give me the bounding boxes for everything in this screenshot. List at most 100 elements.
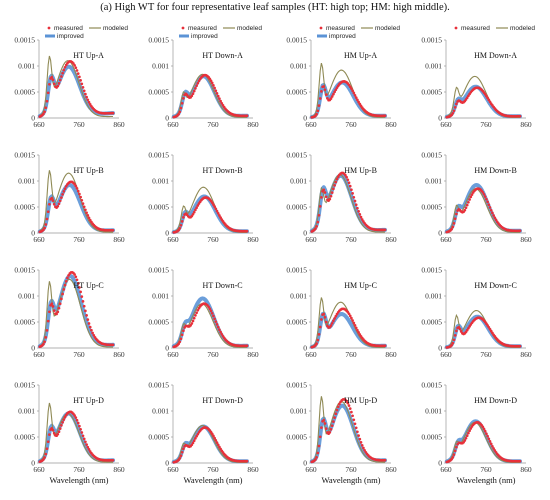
measured-point (62, 68, 66, 72)
measured-point (214, 438, 218, 442)
measured-point (62, 288, 66, 291)
measured-point (469, 427, 473, 430)
measured-point (86, 98, 90, 102)
y-tick-label: 0.0015 (14, 381, 35, 390)
measured-point (87, 448, 91, 451)
series-measured (310, 397, 387, 464)
measured-point (348, 314, 352, 318)
x-tick-label: 860 (520, 235, 532, 244)
measured-point (323, 315, 327, 319)
series-measured (445, 420, 522, 464)
measured-point (452, 222, 456, 225)
measured-point (56, 310, 60, 314)
y-tick-label: 0 (165, 459, 169, 468)
measured-point (317, 213, 321, 217)
chart-panel: 0 0.0005 0.001 0.0015 660 760 860 HM Down-A meas… (421, 25, 535, 129)
measured-point (351, 414, 354, 418)
panel-title: HM Up-C (344, 281, 377, 290)
measured-point (79, 427, 82, 431)
y-tick-label: 0.0005 (14, 203, 35, 212)
x-tick-label: 660 (167, 465, 179, 474)
x-tick-label: 860 (113, 350, 125, 359)
panel-title: HM Up-D (344, 396, 377, 405)
chart-panel: 0 0.0005 0.001 0.0015 660 760 860 HM Up-C (286, 266, 397, 360)
measured-point (351, 192, 354, 195)
measured-point (209, 309, 213, 313)
y-tick-label: 0.001 (290, 177, 307, 186)
legend: measured modeled improved (179, 25, 262, 40)
measured-point (73, 64, 76, 67)
measured-point (323, 422, 327, 425)
measured-point (57, 430, 61, 434)
x-tick-label: 860 (385, 120, 397, 129)
measured-point (58, 302, 62, 306)
x-tick-label: 760 (73, 235, 85, 244)
measured-point (452, 453, 456, 456)
series-improved (37, 183, 115, 234)
measured-point (63, 283, 67, 287)
y-tick-label: 0.0005 (148, 203, 169, 212)
measured-point (350, 410, 353, 414)
measured-point (315, 342, 318, 345)
x-tick-label: 760 (480, 120, 492, 129)
measured-point (317, 333, 321, 336)
series-measured (38, 180, 115, 234)
measured-point (46, 210, 50, 214)
y-tick-label: 0.001 (152, 292, 169, 301)
legend-label-modeled: modeled (375, 25, 400, 32)
y-tick-label: 0 (438, 459, 442, 468)
measured-point (335, 408, 339, 412)
panel-title: HT Down-B (203, 166, 243, 175)
series-measured (310, 307, 387, 349)
measured-point (48, 433, 51, 436)
measured-point (469, 195, 473, 199)
x-tick-label: 760 (207, 465, 219, 474)
measured-point (492, 447, 495, 450)
measured-point (219, 330, 222, 334)
x-tick-label: 660 (440, 350, 452, 359)
series-measured (38, 60, 115, 118)
measured-point (464, 436, 468, 440)
measured-point (212, 434, 215, 438)
measured-point (51, 305, 55, 308)
legend-label-modeled: modeled (103, 25, 128, 32)
series-modeled (311, 396, 385, 463)
measured-point (316, 338, 320, 342)
legend-label-measured: measured (326, 25, 355, 32)
x-tick-label: 860 (113, 235, 125, 244)
legend-swatch-measured (47, 26, 51, 30)
measured-point (178, 110, 182, 114)
measured-point (42, 458, 45, 461)
measured-point (320, 90, 323, 93)
y-tick-label: 0 (438, 344, 442, 353)
y-tick-label: 0.001 (152, 177, 169, 186)
y-tick-label: 0.0015 (421, 36, 442, 45)
legend-label-improved: improved (57, 33, 84, 40)
measured-point (79, 79, 82, 82)
measured-point (75, 187, 79, 190)
chart-panel: 0 0.0005 0.001 0.0015 660 760 860 HM Up-B (286, 151, 397, 245)
x-tick-label: 760 (345, 465, 357, 474)
measured-point (209, 79, 213, 83)
measured-point (451, 341, 455, 345)
measured-point (463, 208, 467, 212)
measured-point (64, 279, 68, 283)
measured-point (58, 199, 62, 203)
measured-point (48, 82, 51, 86)
measured-point (356, 98, 359, 102)
measured-point (51, 199, 55, 202)
measured-point (82, 437, 86, 441)
measured-point (212, 84, 215, 87)
measured-point (334, 88, 338, 92)
x-tick-label: 760 (345, 350, 357, 359)
measured-point (214, 89, 218, 93)
measured-point (213, 436, 216, 440)
measured-point (485, 432, 488, 436)
measured-point (194, 314, 197, 317)
legend-label-modeled: modeled (510, 25, 535, 32)
measured-point (80, 198, 84, 202)
measured-point (56, 432, 60, 436)
measured-point (353, 199, 357, 203)
measured-point (322, 85, 326, 88)
x-tick-label: 660 (305, 235, 317, 244)
